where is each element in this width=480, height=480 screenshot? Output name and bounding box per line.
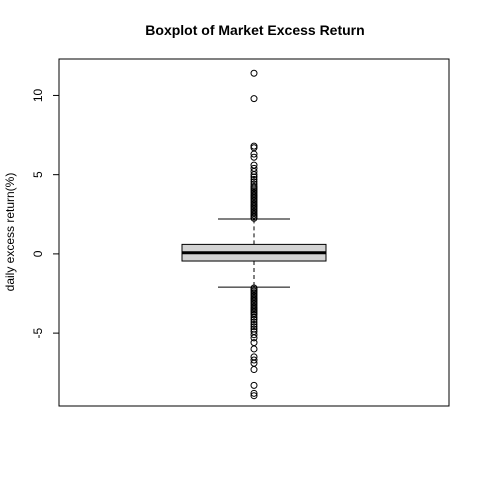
- y-axis: -5 0 5 10: [31, 88, 60, 338]
- outlier-point: [250, 153, 258, 161]
- outlier-point: [250, 392, 258, 400]
- chart-title: Boxplot of Market Excess Return: [145, 22, 364, 38]
- outlier-point: [250, 178, 258, 186]
- outlier-point: [250, 142, 258, 150]
- outlier-point: [250, 318, 258, 326]
- y-tick-label: -5: [31, 327, 45, 338]
- outlier-point: [250, 334, 258, 342]
- outlier-point: [250, 323, 258, 331]
- outlier-point: [250, 164, 258, 172]
- outlier-point: [250, 175, 258, 183]
- outlier-point: [250, 389, 258, 397]
- y-tick-label: 10: [31, 88, 45, 102]
- outlier-point: [250, 95, 258, 103]
- outlier-point: [250, 320, 258, 328]
- outlier-point: [250, 69, 258, 77]
- outlier-point: [250, 366, 258, 374]
- outlier-point: [250, 316, 258, 324]
- outlier-point: [250, 356, 258, 364]
- outlier-point: [250, 161, 258, 169]
- outlier-point: [250, 180, 258, 188]
- outlier-point: [250, 345, 258, 353]
- outlier-points: [250, 69, 258, 400]
- outlier-point: [250, 311, 258, 319]
- boxplot: [181, 218, 327, 288]
- y-tick-label: 0: [31, 250, 45, 257]
- y-axis-label: daily excess return(%): [3, 173, 17, 292]
- outlier-point: [250, 313, 258, 321]
- y-tick-label: 5: [31, 171, 45, 178]
- outlier-point: [250, 331, 258, 339]
- outlier-point: [250, 183, 258, 191]
- outlier-point: [250, 381, 258, 389]
